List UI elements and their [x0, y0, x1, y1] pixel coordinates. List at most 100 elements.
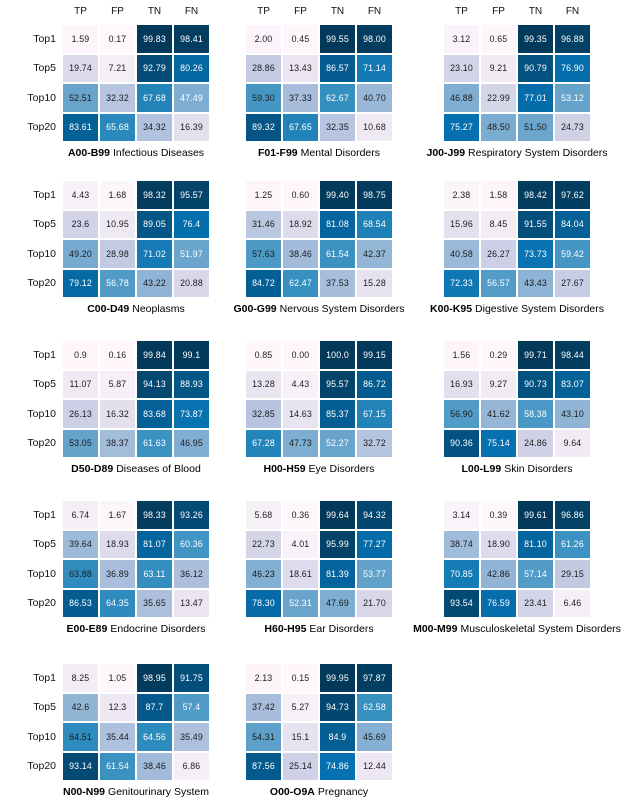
cell-L00-L99-Top20-TP: 90.36: [443, 428, 480, 458]
cell-G00-G99-Top5-FP: 18.92: [282, 209, 319, 239]
heatmap-caption: D50-D89 Diseases of Blood: [71, 463, 201, 475]
row-label-Top10: Top10: [27, 91, 56, 104]
cell-A00-B99-Top1-FP: 0.17: [99, 24, 136, 54]
cell-M00-M99-Top5-FN: 61.26: [554, 529, 591, 559]
cell-E00-E89-Top20-TN: 35.65: [136, 588, 173, 618]
cell-C00-D49-Top10-TN: 71.02: [136, 239, 173, 269]
heatmap-code: D50-D89: [71, 463, 114, 475]
heatmap-code: H00-H59: [263, 463, 306, 475]
heatmap-grid: 0.9 0.16 99.84 99.1 11.07 5.87 94.13 88.93 26.13…: [62, 340, 210, 458]
cell-K00-K95-Top1-TP: 2.38: [443, 180, 480, 210]
heatmap-code: A00-B99: [67, 147, 110, 159]
row-label-Top10: Top10: [27, 567, 56, 580]
heatmap-title: Musculoskeletal System Disorders: [460, 623, 621, 635]
heatmap-grid: 3.12 0.65 99.35 96.88 23.10 9.21 90.79 76.90 46.…: [443, 24, 591, 142]
cell-F01-F99-Top1-FP: 0.45: [282, 24, 319, 54]
cell-E00-E89-Top5-FN: 60.36: [173, 529, 210, 559]
col-header-TP: TP: [455, 6, 468, 17]
cell-L00-L99-Top5-TP: 16.93: [443, 369, 480, 399]
row-label-Top5: Top5: [33, 538, 56, 551]
cell-N00-N99-Top20-TP: 93.14: [62, 751, 99, 781]
row-label-Top5: Top5: [33, 701, 56, 714]
heatmap-M00-M99: 3.14 0.39 99.61 96.86 38.74 18.90 81.10 61.26 70…: [413, 500, 621, 635]
cell-C00-D49-Top20-FN: 20.88: [173, 268, 210, 298]
cell-E00-E89-Top20-FP: 64.35: [99, 588, 136, 618]
cell-K00-K95-Top5-TP: 15.96: [443, 209, 480, 239]
cell-M00-M99-Top1-FN: 96.86: [554, 500, 591, 530]
cell-O00-O9A-Top1-FN: 97.87: [356, 663, 393, 693]
cell-K00-K95-Top1-FN: 97.62: [554, 180, 591, 210]
cell-F01-F99-Top10-FP: 37.33: [282, 83, 319, 113]
cell-O00-O9A-Top10-FP: 15.1: [282, 722, 319, 752]
cell-D50-D89-Top10-TP: 26.13: [62, 399, 99, 429]
cell-A00-B99-Top1-TP: 1.59: [62, 24, 99, 54]
cell-N00-N99-Top5-FN: 57.4: [173, 692, 210, 722]
cell-J00-J99-Top1-FN: 96.88: [554, 24, 591, 54]
cell-H60-H95-Top1-TN: 99.64: [319, 500, 356, 530]
cell-A00-B99-Top1-TN: 99.83: [136, 24, 173, 54]
cell-L00-L99-Top20-TN: 24.86: [517, 428, 554, 458]
cell-D50-D89-Top10-FN: 73.87: [173, 399, 210, 429]
cell-E00-E89-Top5-TP: 39.64: [62, 529, 99, 559]
heatmap-grid: 4.43 1.68 98.32 95.57 23.6 10.95 89.05 76.4 49.2…: [62, 180, 210, 298]
cell-N00-N99-Top10-TN: 64.56: [136, 722, 173, 752]
cell-K00-K95-Top20-TN: 43.43: [517, 268, 554, 298]
cell-L00-L99-Top20-FP: 75.14: [480, 428, 517, 458]
cell-M00-M99-Top1-TP: 3.14: [443, 500, 480, 530]
cell-E00-E89-Top1-TN: 98.33: [136, 500, 173, 530]
cell-A00-B99-Top5-FN: 80.26: [173, 53, 210, 83]
cell-E00-E89-Top10-TP: 63.88: [62, 559, 99, 589]
cell-F01-F99-Top5-FP: 13.43: [282, 53, 319, 83]
cell-H00-H59-Top5-TN: 95.57: [319, 369, 356, 399]
heatmap-code: C00-D49: [87, 303, 130, 315]
heatmap-G00-G99: 1.25 0.60 99.40 98.75 31.46 18.92 81.08 68.54 57…: [233, 180, 405, 315]
cell-F01-F99-Top10-TP: 59.30: [245, 83, 282, 113]
col-header-TN: TN: [528, 6, 543, 17]
heatmap-grid: 1.56 0.29 99.71 98.44 16.93 9.27 90.73 83.07 56.…: [443, 340, 591, 458]
column-headers: TP FP TN FN: [443, 6, 591, 17]
row-label-Top1: Top1: [33, 188, 56, 201]
col-header-FP: FP: [111, 6, 124, 17]
heatmap-caption: L00-L99 Skin Disorders: [462, 463, 573, 475]
cell-A00-B99-Top10-FN: 47.49: [173, 83, 210, 113]
heatmap-C00-D49: Top1 Top5 Top10 Top20 4.43 1.68 98.32 95.57 23.6…: [27, 180, 210, 315]
cell-G00-G99-Top20-TP: 84.72: [245, 268, 282, 298]
cell-G00-G99-Top10-FP: 38.46: [282, 239, 319, 269]
cell-D50-D89-Top10-FP: 16.32: [99, 399, 136, 429]
cell-J00-J99-Top5-FN: 76.90: [554, 53, 591, 83]
heatmap-title: Genitourinary System: [108, 786, 209, 798]
cell-J00-J99-Top10-FN: 53.12: [554, 83, 591, 113]
cell-K00-K95-Top20-FN: 27.67: [554, 268, 591, 298]
heatmap-code: H60-H95: [264, 623, 307, 635]
cell-C00-D49-Top20-TN: 43.22: [136, 268, 173, 298]
cell-E00-E89-Top10-FN: 36.12: [173, 559, 210, 589]
cell-H60-H95-Top5-FP: 4.01: [282, 529, 319, 559]
col-header-TP: TP: [74, 6, 87, 17]
heatmap-grid: 6.74 1.67 98.33 93.26 39.64 18.93 81.07 60.36 63…: [62, 500, 210, 618]
heatmap-title: Eye Disorders: [308, 463, 375, 475]
cell-C00-D49-Top20-FP: 56.78: [99, 268, 136, 298]
heatmap-title: Diseases of Blood: [116, 463, 201, 475]
cell-M00-M99-Top20-FN: 6.46: [554, 588, 591, 618]
cell-J00-J99-Top10-TP: 46.88: [443, 83, 480, 113]
cell-M00-M99-Top1-TN: 99.61: [517, 500, 554, 530]
cell-N00-N99-Top20-FP: 61.54: [99, 751, 136, 781]
cell-K00-K95-Top1-FP: 1.58: [480, 180, 517, 210]
heatmap-E00-E89: Top1 Top5 Top10 Top20 6.74 1.67 98.33 93.26 39.6…: [27, 500, 210, 635]
heatmap-code: O00-O9A: [269, 786, 315, 798]
cell-M00-M99-Top20-TP: 93.54: [443, 588, 480, 618]
cell-O00-O9A-Top20-FP: 25.14: [282, 751, 319, 781]
cell-L00-L99-Top5-FN: 83.07: [554, 369, 591, 399]
heatmap-caption: K00-K95 Digestive System Disorders: [430, 303, 604, 315]
cell-L00-L99-Top10-TN: 58.38: [517, 399, 554, 429]
row-label-Top10: Top10: [27, 247, 56, 260]
cell-N00-N99-Top10-FP: 35.44: [99, 722, 136, 752]
cell-F01-F99-Top5-TP: 28.86: [245, 53, 282, 83]
heatmap-grid: 2.13 0.15 99.95 97.87 37.42 5.27 94.73 62.58 54.…: [245, 663, 393, 781]
col-header-FP: FP: [492, 6, 505, 17]
heatmap-caption: N00-N99 Genitourinary System: [63, 786, 209, 798]
cell-M00-M99-Top10-FN: 29.15: [554, 559, 591, 589]
cell-J00-J99-Top1-TN: 99.35: [517, 24, 554, 54]
cell-F01-F99-Top5-TN: 86.57: [319, 53, 356, 83]
column-headers: TP FP TN FN: [62, 6, 210, 17]
